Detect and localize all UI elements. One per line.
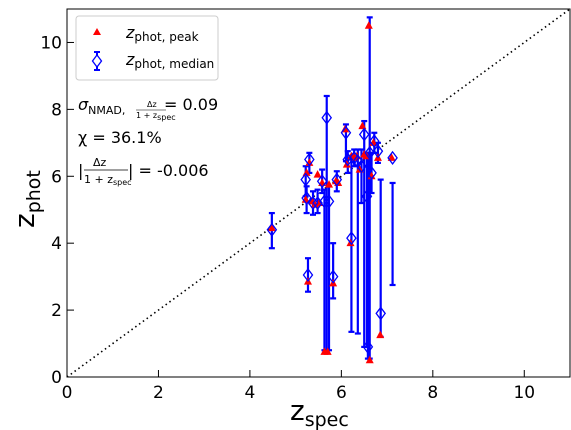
stat-nmad-frac-den: 1 + zspec xyxy=(136,111,176,122)
y-tick-label: 10 xyxy=(40,33,62,53)
stat-nmad-value: = 0.09 xyxy=(164,95,218,114)
peak-triangle-marker xyxy=(305,158,314,166)
median-diamond-marker xyxy=(342,152,354,167)
y-axis-label-sub: phot xyxy=(23,170,45,213)
peak-triangle-marker xyxy=(323,347,332,355)
stats-annotation: σNMAD, Δz 1 + zspec = 0.09 χ = 36.1% | Δ… xyxy=(78,95,218,187)
y-tick-label: 0 xyxy=(51,368,62,388)
peak-triangle-marker xyxy=(325,180,334,188)
y-axis-label-main: z xyxy=(8,213,41,228)
legend-triangle-marker xyxy=(93,28,101,35)
stat-bias-frac-num: Δz xyxy=(93,156,107,169)
peak-triangle-marker xyxy=(365,355,374,364)
y-tick-label: 4 xyxy=(51,234,62,254)
y-tick-label: 2 xyxy=(51,301,62,321)
stat-chi: χ = 36.1% xyxy=(78,128,162,147)
errorbars-layer xyxy=(268,16,396,360)
median-diamond-marker xyxy=(368,134,380,149)
median-diamond-marker xyxy=(323,194,335,209)
median-diamond-marker xyxy=(316,174,328,189)
stat-bias-value: | = -0.006 xyxy=(128,161,209,180)
median-diamond-marker xyxy=(366,165,377,181)
median-diamond-marker xyxy=(364,145,376,160)
median-diamond-marker xyxy=(340,125,352,140)
median-diamond-marker xyxy=(372,144,384,159)
x-tick-label: 8 xyxy=(427,383,438,403)
legend-diamond-marker xyxy=(91,53,103,69)
peak-triangle-marker xyxy=(364,21,373,29)
peak-triangle-marker xyxy=(367,171,376,180)
median-diamond-marker xyxy=(375,306,387,321)
median-diamond-marker xyxy=(300,172,312,187)
stat-nmad: σNMAD, xyxy=(78,95,125,117)
x-tick-label: 2 xyxy=(153,383,164,403)
peak-triangle-marker xyxy=(267,223,276,232)
median-diamond-marker xyxy=(361,189,373,204)
median-diamond-marker xyxy=(307,195,319,211)
y-tick-label: 8 xyxy=(51,100,62,120)
median-diamond-marker xyxy=(362,339,374,354)
median-diamond-marker xyxy=(331,172,343,187)
median-markers-layer xyxy=(266,110,398,354)
stat-bias-prefix: | xyxy=(78,161,83,180)
median-diamond-marker xyxy=(327,269,339,284)
x-tick-label: 4 xyxy=(244,383,255,403)
x-tick-label: 10 xyxy=(513,383,535,403)
x-axis-label: zspec xyxy=(290,394,349,430)
peak-triangle-marker xyxy=(358,121,367,130)
legend-box xyxy=(75,15,219,81)
plot-frame xyxy=(66,8,571,378)
median-diamond-marker xyxy=(319,194,330,209)
x-axis-label-main: z xyxy=(290,394,305,427)
median-diamond-marker xyxy=(304,152,315,167)
legend-label-median: zphot, median xyxy=(125,50,214,71)
x-axis-label-sub: spec xyxy=(305,409,349,430)
x-tick-label: 0 xyxy=(62,383,73,403)
y-axis-ticks: 0 2 4 6 8 10 xyxy=(40,33,74,388)
y-tick-label: 6 xyxy=(51,167,62,187)
median-diamond-marker xyxy=(302,267,314,283)
peak-triangle-marker xyxy=(376,330,385,339)
stat-nmad-frac-num: Δz xyxy=(147,100,157,109)
median-diamond-marker xyxy=(266,222,278,237)
median-diamond-marker xyxy=(358,127,370,142)
median-diamond-marker xyxy=(301,190,312,206)
y-axis-label: zphot xyxy=(8,170,45,228)
x-tick-label: 6 xyxy=(336,383,347,403)
median-diamond-marker xyxy=(346,231,357,246)
stat-bias-frac-den: 1 + zspec xyxy=(84,173,132,187)
legend: zphot, peak zphot, median xyxy=(75,15,219,81)
median-diamond-marker xyxy=(321,110,333,125)
legend-label-peak: zphot, peak xyxy=(125,23,199,44)
x-axis-ticks: 0 2 4 6 8 10 xyxy=(62,370,535,403)
peak-triangle-marker xyxy=(313,170,322,178)
median-diamond-marker xyxy=(387,150,398,165)
median-diamond-marker xyxy=(356,159,367,174)
